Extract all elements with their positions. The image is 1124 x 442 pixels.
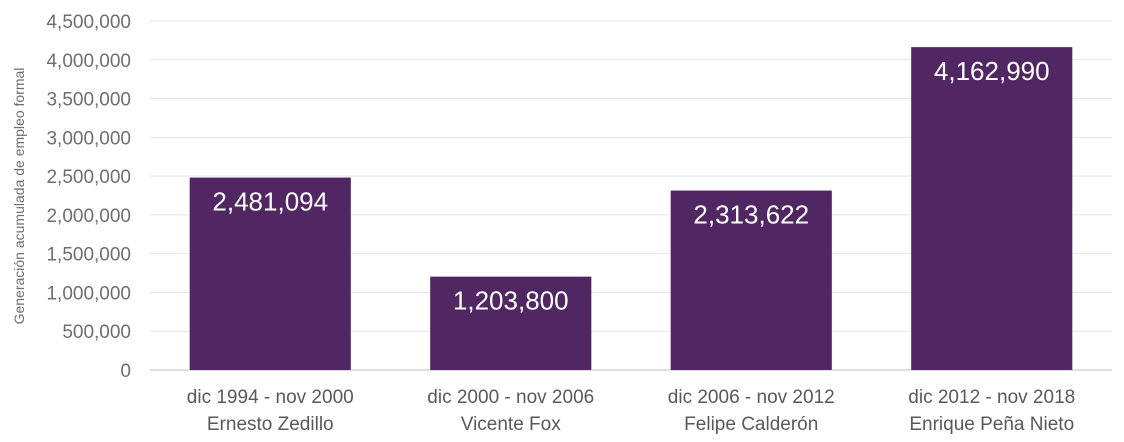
y-tick-label: 2,000,000: [46, 206, 131, 227]
y-axis-label: Generación acumulada de empleo formal: [11, 68, 27, 325]
bar: [430, 276, 592, 370]
x-category-period-label: dic 2000 - nov 2006: [427, 387, 594, 408]
y-tick-label: 1,000,000: [46, 283, 131, 304]
bars: 2,481,094 1,203,800 2,313,622 4,162,990: [189, 47, 1073, 371]
y-tick-label: 4,000,000: [46, 51, 131, 72]
y-tick-label: 500,000: [62, 322, 131, 343]
data-label: 4,162,990: [934, 56, 1050, 86]
y-tick-label: 3,000,000: [46, 128, 131, 149]
x-category-labels: dic 1994 - nov 2000 Ernesto Zedillo dic 20…: [187, 387, 1075, 435]
y-tick-label: 4,500,000: [46, 12, 131, 33]
bar: [911, 47, 1073, 371]
data-label: 2,313,622: [693, 200, 809, 230]
bar: [670, 190, 832, 370]
x-category-period-label: dic 2006 - nov 2012: [668, 387, 835, 408]
y-tick-label: 1,500,000: [46, 245, 131, 266]
bar: [189, 177, 351, 370]
x-category-name-label: Ernesto Zedillo: [207, 414, 334, 435]
x-category-name-label: Felipe Calderón: [684, 414, 818, 435]
data-label: 1,203,800: [453, 286, 569, 316]
x-category-name-label: Vicente Fox: [461, 414, 561, 435]
y-tick-label: 3,500,000: [46, 90, 131, 111]
x-category-period-label: dic 1994 - nov 2000: [187, 387, 354, 408]
y-tick-labels: 0 500,000 1,000,000 1,500,000 2,000,000 2,500…: [46, 12, 131, 382]
x-category-period-label: dic 2012 - nov 2018: [908, 387, 1075, 408]
data-label: 2,481,094: [212, 187, 328, 217]
y-tick-label: 2,500,000: [46, 167, 131, 188]
y-tick-label: 0: [120, 361, 131, 382]
x-category-name-label: Enrique Peña Nieto: [909, 414, 1074, 435]
